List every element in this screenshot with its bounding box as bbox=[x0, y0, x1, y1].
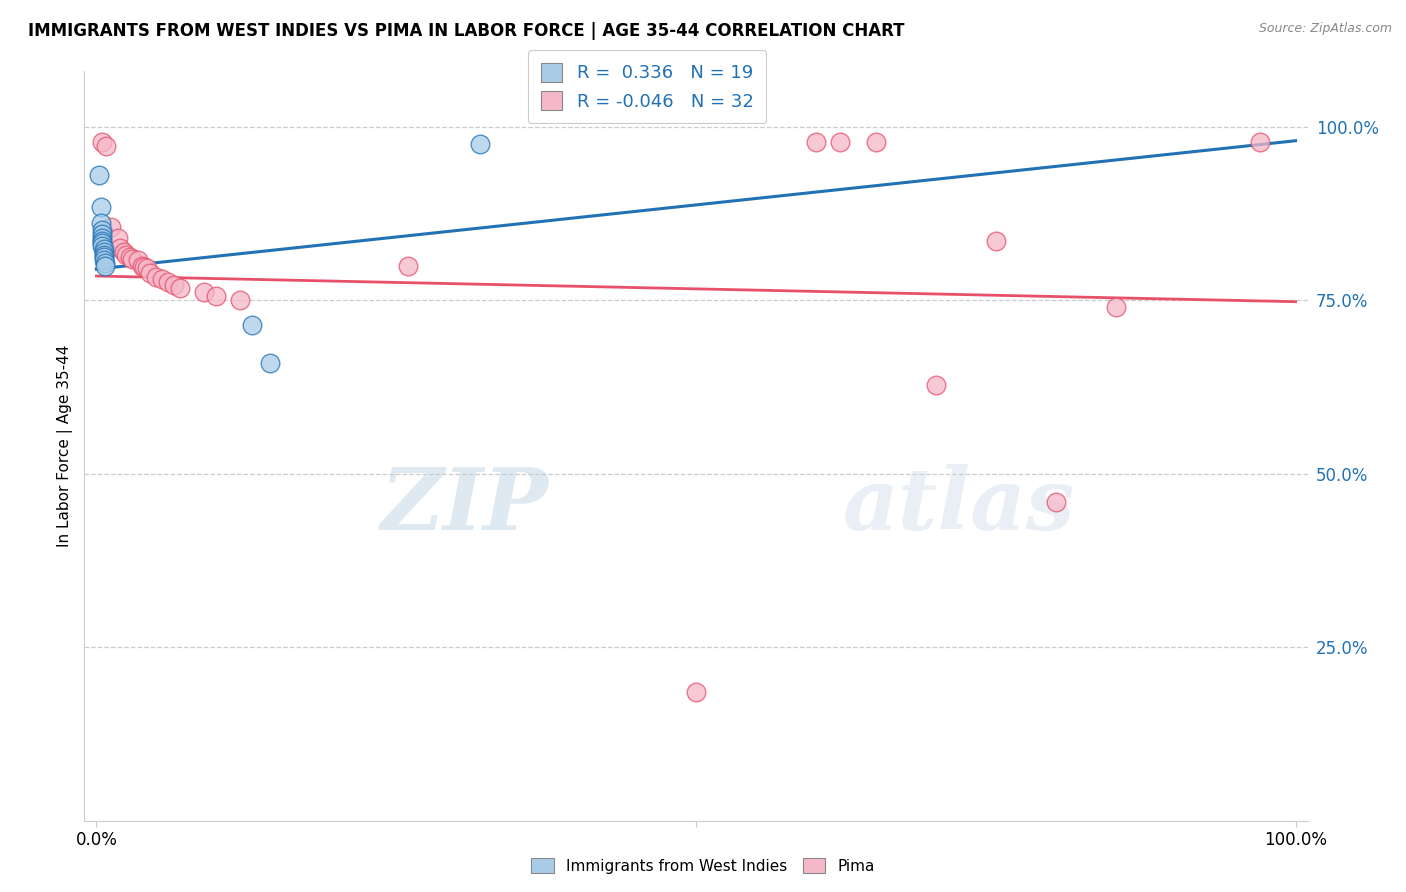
Point bbox=[121, 252, 143, 266]
Point bbox=[150, 272, 173, 286]
Point bbox=[91, 239, 114, 253]
Point bbox=[685, 685, 707, 699]
Point bbox=[127, 253, 149, 268]
Point bbox=[91, 234, 114, 248]
Point bbox=[157, 275, 180, 289]
Point bbox=[925, 378, 948, 392]
Point bbox=[91, 227, 114, 242]
Point bbox=[396, 259, 419, 273]
Point bbox=[90, 216, 112, 230]
Point bbox=[91, 236, 114, 251]
Point bbox=[804, 135, 827, 149]
Point bbox=[865, 135, 887, 149]
Legend: Immigrants from West Indies, Pima: Immigrants from West Indies, Pima bbox=[524, 852, 882, 880]
Text: Source: ZipAtlas.com: Source: ZipAtlas.com bbox=[1258, 22, 1392, 36]
Point bbox=[93, 256, 117, 270]
Point bbox=[205, 289, 228, 303]
Point bbox=[90, 200, 112, 214]
Text: ZIP: ZIP bbox=[381, 464, 550, 548]
Point bbox=[91, 231, 114, 245]
Point bbox=[91, 135, 114, 149]
Point bbox=[112, 244, 135, 259]
Point bbox=[87, 169, 110, 183]
Legend: R =  0.336   N = 19, R = -0.046   N = 32: R = 0.336 N = 19, R = -0.046 N = 32 bbox=[527, 51, 766, 123]
Point bbox=[240, 318, 263, 332]
Y-axis label: In Labor Force | Age 35-44: In Labor Force | Age 35-44 bbox=[58, 345, 73, 547]
Point bbox=[169, 281, 191, 295]
Point bbox=[468, 137, 491, 152]
Point bbox=[163, 278, 186, 293]
Point bbox=[984, 235, 1007, 249]
Point bbox=[1045, 494, 1067, 508]
Point bbox=[93, 259, 117, 273]
Point bbox=[94, 139, 117, 153]
Point bbox=[131, 259, 153, 273]
Point bbox=[118, 250, 141, 264]
Point bbox=[107, 231, 129, 245]
Point bbox=[115, 247, 138, 261]
Point bbox=[93, 250, 115, 264]
Point bbox=[100, 219, 122, 234]
Text: IMMIGRANTS FROM WEST INDIES VS PIMA IN LABOR FORCE | AGE 35-44 CORRELATION CHART: IMMIGRANTS FROM WEST INDIES VS PIMA IN L… bbox=[28, 22, 904, 40]
Point bbox=[134, 260, 156, 274]
Point bbox=[110, 241, 132, 255]
Point bbox=[145, 269, 167, 284]
Point bbox=[93, 244, 115, 259]
Point bbox=[828, 135, 851, 149]
Point bbox=[259, 356, 281, 370]
Point bbox=[91, 222, 114, 236]
Point bbox=[193, 285, 215, 299]
Point bbox=[1105, 300, 1128, 314]
Point bbox=[93, 253, 115, 268]
Point bbox=[93, 247, 115, 261]
Point bbox=[139, 266, 162, 280]
Point bbox=[1249, 135, 1271, 149]
Point bbox=[135, 261, 157, 276]
Point bbox=[93, 242, 115, 256]
Text: atlas: atlas bbox=[842, 464, 1076, 548]
Point bbox=[229, 293, 252, 308]
